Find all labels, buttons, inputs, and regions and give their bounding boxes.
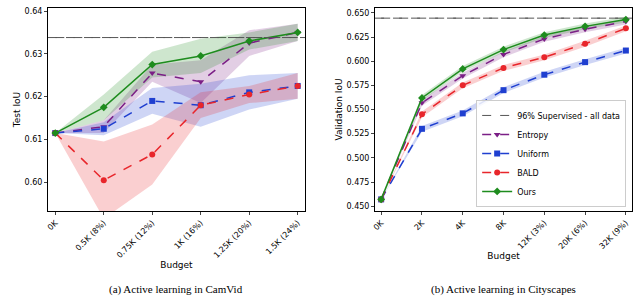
- svg-text:0.450: 0.450: [347, 202, 370, 211]
- svg-text:Validation IoU: Validation IoU: [334, 78, 344, 140]
- svg-text:BALD: BALD: [517, 169, 539, 178]
- svg-text:0.64: 0.64: [25, 7, 43, 16]
- svg-text:0.60: 0.60: [25, 178, 43, 187]
- svg-text:Entropy: Entropy: [517, 131, 548, 140]
- svg-text:0.75K (12%): 0.75K (12%): [115, 218, 156, 259]
- svg-text:4K: 4K: [453, 218, 467, 232]
- svg-text:0.63: 0.63: [25, 50, 43, 59]
- svg-text:Ours: Ours: [517, 188, 536, 197]
- svg-text:0K: 0K: [372, 218, 386, 232]
- svg-text:20K (6%): 20K (6%): [557, 218, 589, 250]
- svg-text:2K: 2K: [413, 218, 427, 232]
- svg-text:0K: 0K: [46, 218, 60, 232]
- svg-text:(b) Active learning in Citysca: (b) Active learning in Cityscapes: [431, 283, 576, 296]
- svg-text:96% Supervised - all data: 96% Supervised - all data: [517, 112, 620, 121]
- svg-text:Test IoU: Test IoU: [12, 92, 22, 128]
- svg-text:0.475: 0.475: [347, 178, 370, 187]
- svg-text:0.650: 0.650: [347, 9, 370, 18]
- svg-text:0.550: 0.550: [347, 105, 370, 114]
- svg-text:Budget: Budget: [487, 251, 520, 261]
- svg-text:1K (16%): 1K (16%): [173, 218, 205, 250]
- svg-text:0.5K (8%): 0.5K (8%): [74, 218, 108, 252]
- svg-text:0.600: 0.600: [347, 57, 370, 66]
- svg-text:Budget: Budget: [160, 260, 193, 270]
- svg-text:0.525: 0.525: [347, 129, 370, 138]
- svg-text:0.500: 0.500: [347, 154, 370, 163]
- svg-text:0.62: 0.62: [25, 92, 43, 101]
- svg-text:0.61: 0.61: [25, 135, 43, 144]
- svg-text:0.625: 0.625: [347, 33, 370, 42]
- svg-text:12K (3%): 12K (3%): [516, 218, 548, 250]
- svg-text:1.5K (24%): 1.5K (24%): [264, 218, 302, 256]
- svg-text:0.575: 0.575: [347, 81, 370, 90]
- svg-text:8K: 8K: [494, 218, 508, 232]
- svg-text:1.25K (20%): 1.25K (20%): [212, 218, 253, 259]
- svg-text:32K (9%): 32K (9%): [598, 218, 630, 250]
- svg-text:(a) Active learning in CamVid: (a) Active learning in CamVid: [109, 283, 243, 296]
- svg-text:Uniform: Uniform: [517, 150, 549, 159]
